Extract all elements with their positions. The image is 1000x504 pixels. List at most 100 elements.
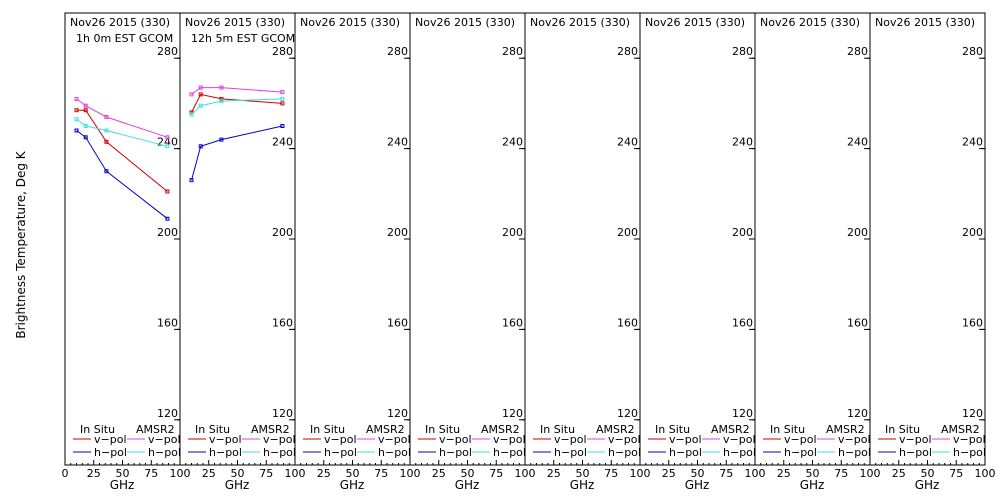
legend-label: h−pol	[608, 446, 641, 459]
legend-label: h−pol	[324, 446, 357, 459]
y-tick-label: 240	[617, 136, 638, 149]
legend-label: h−pol	[148, 446, 181, 459]
x-axis-label: GHz	[685, 478, 710, 492]
data-point	[198, 92, 203, 97]
panel-subtitle: 1h 0m EST GCOM	[76, 32, 173, 45]
data-point	[219, 99, 224, 104]
data-point	[280, 96, 285, 101]
x-axis-label: GHz	[800, 478, 825, 492]
legend-label: v−pol	[838, 433, 871, 446]
x-tick-label: 50	[691, 467, 705, 480]
x-tick-label: 50	[921, 467, 935, 480]
panel-title: Nov26 2015 (330)	[70, 16, 170, 29]
legend-label: h−pol	[899, 446, 932, 459]
x-tick-label: 75	[144, 467, 158, 480]
series-line	[76, 118, 168, 147]
x-tick-label: 25	[662, 467, 676, 480]
y-tick-label: 240	[272, 136, 293, 149]
x-tick-label: 25	[202, 467, 216, 480]
data-point	[189, 178, 194, 183]
legend-header-insitu: In Situ	[425, 423, 460, 436]
y-tick-label: 160	[732, 316, 753, 329]
panel-title: Nov26 2015 (330)	[645, 16, 745, 29]
legend-label: v−pol	[439, 433, 472, 446]
series-line	[191, 98, 283, 116]
y-tick-label: 120	[847, 407, 868, 420]
legend-label: v−pol	[784, 433, 817, 446]
data-point	[219, 96, 224, 101]
x-tick-label: 100	[745, 467, 766, 480]
legend-label: v−pol	[554, 433, 587, 446]
x-tick-label: 100	[400, 467, 421, 480]
x-tick-label: 75	[604, 467, 618, 480]
data-point	[104, 128, 109, 133]
x-tick-label: 50	[231, 467, 245, 480]
legend-header-insitu: In Situ	[770, 423, 805, 436]
panel-frame	[409, 12, 526, 466]
legend-header-amsr2: AMSR2	[941, 423, 980, 436]
data-point	[83, 135, 88, 140]
y-tick-label: 280	[962, 45, 983, 58]
x-tick-label: 25	[547, 467, 561, 480]
legend-label: v−pol	[723, 433, 756, 446]
y-tick-label: 200	[732, 226, 753, 239]
x-tick-label: 50	[806, 467, 820, 480]
data-point	[83, 124, 88, 128]
y-tick-label: 160	[157, 316, 178, 329]
panel-title: Nov26 2015 (330)	[185, 16, 285, 29]
x-axis-label: GHz	[570, 478, 595, 492]
y-tick-label: 120	[962, 407, 983, 420]
data-point	[198, 144, 203, 149]
y-tick-label: 200	[617, 226, 638, 239]
y-tick-label: 240	[732, 136, 753, 149]
series-line	[191, 87, 283, 95]
y-tick-label: 120	[732, 407, 753, 420]
data-point	[219, 85, 224, 90]
x-tick-label: 75	[259, 467, 273, 480]
legend-label: v−pol	[608, 433, 641, 446]
y-tick-label: 120	[502, 407, 523, 420]
panel-title: Nov26 2015 (330)	[300, 16, 400, 29]
x-axis-label: GHz	[455, 478, 480, 492]
x-tick-label: 100	[630, 467, 651, 480]
data-point	[198, 103, 203, 108]
data-point	[104, 115, 109, 119]
legend-label: v−pol	[148, 433, 181, 446]
legend-label: v−pol	[263, 433, 296, 446]
y-tick-label: 120	[617, 407, 638, 420]
series-line	[76, 98, 168, 138]
y-tick-label: 160	[387, 316, 408, 329]
x-tick-label: 75	[949, 467, 963, 480]
y-tick-label: 280	[157, 45, 178, 58]
data-point	[280, 124, 285, 128]
data-point	[219, 137, 224, 142]
legend-label: v−pol	[324, 433, 357, 446]
y-tick-label: 200	[272, 226, 293, 239]
legend-label: h−pol	[554, 446, 587, 459]
legend-label: h−pol	[94, 446, 127, 459]
panel-frame	[294, 12, 411, 466]
x-tick-label: 100	[975, 467, 996, 480]
legend-header-insitu: In Situ	[885, 423, 920, 436]
y-tick-label: 240	[387, 136, 408, 149]
y-tick-label: 160	[847, 316, 868, 329]
panel-frame	[754, 12, 871, 466]
y-tick-label: 200	[847, 226, 868, 239]
x-tick-label: 100	[170, 467, 191, 480]
y-tick-label: 160	[272, 316, 293, 329]
y-axis-label: Brightness Temperature, Deg K	[14, 150, 28, 338]
legend-label: h−pol	[378, 446, 411, 459]
x-tick-label: 25	[892, 467, 906, 480]
x-tick-label: 75	[489, 467, 503, 480]
y-tick-label: 280	[502, 45, 523, 58]
y-tick-label: 280	[387, 45, 408, 58]
x-tick-label: 50	[461, 467, 475, 480]
data-point	[280, 90, 285, 95]
legend-label: h−pol	[439, 446, 472, 459]
legend-label: v−pol	[94, 433, 127, 446]
legend-label: h−pol	[784, 446, 817, 459]
data-point	[83, 103, 88, 108]
legend-header-amsr2: AMSR2	[596, 423, 635, 436]
